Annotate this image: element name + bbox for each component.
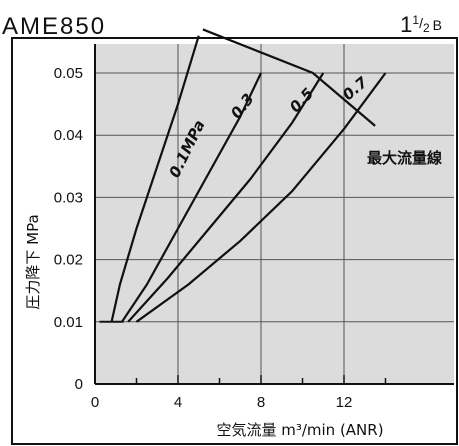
port-size-label: 11/2 B xyxy=(400,12,442,37)
chart-frame xyxy=(11,37,458,445)
x-tick-label-1: 4 xyxy=(174,394,182,411)
port-size-main: 1 xyxy=(400,12,412,37)
series-curves xyxy=(110,28,387,323)
max-flow-line xyxy=(202,28,376,127)
y-tick-label-2: 0.02 xyxy=(54,252,83,269)
axes xyxy=(94,44,454,385)
port-size-den: 2 xyxy=(423,21,430,35)
port-size-suffix: B xyxy=(433,17,442,33)
y-tick-label-4: 0.04 xyxy=(54,127,83,144)
x-tick-label-3: 12 xyxy=(336,394,353,411)
max-flow-label: 最大流量線 xyxy=(367,149,442,167)
plot-area xyxy=(95,44,454,384)
chart-title: AME850 xyxy=(2,13,106,40)
series-line-2 xyxy=(127,72,325,323)
port-size-num: 1 xyxy=(412,13,419,27)
y-tick-label-1: 0.01 xyxy=(54,314,83,331)
port-size-slash: / xyxy=(419,15,423,31)
series-line-1 xyxy=(121,72,262,323)
y-axis-label: 圧力降下 MPa xyxy=(24,214,42,309)
series-line-0 xyxy=(110,35,200,323)
series-line-3 xyxy=(135,72,387,323)
x-axis-label: 空気流量 m³/min (ANR) xyxy=(216,421,383,439)
y-tick-label-5: 0.05 xyxy=(54,65,83,82)
tick-labels: 0 4 8 12 0 0.01 0.02 0.03 0.04 0.05 xyxy=(54,65,353,411)
x-tick-label-2: 8 xyxy=(257,394,265,411)
y-tick-label-3: 0.03 xyxy=(54,189,83,206)
y-tick-label-0: 0 xyxy=(75,376,83,393)
x-tick-label-0: 0 xyxy=(91,394,99,411)
